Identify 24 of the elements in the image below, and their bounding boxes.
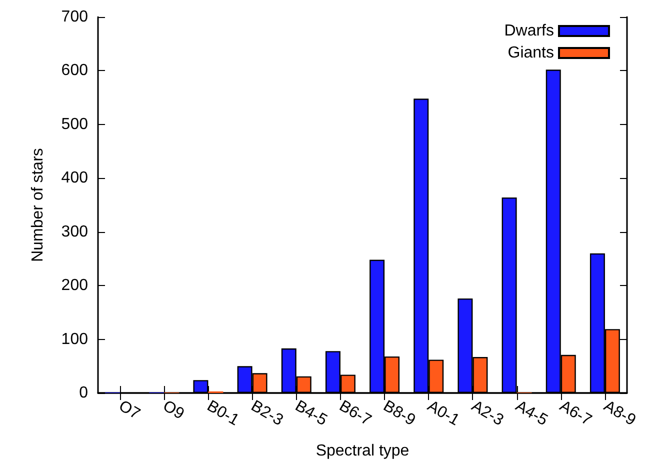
x-tick-label: B8-9 [380, 398, 418, 430]
y-tick-label: 200 [61, 277, 88, 294]
x-tick-label: B6-7 [336, 398, 374, 430]
x-tick-label: B0-1 [204, 398, 242, 430]
x-tick-label: B2-3 [248, 398, 286, 430]
y-tick-label: 0 [79, 384, 88, 402]
y-tick-label: 100 [61, 330, 88, 348]
y-tick-label: 300 [61, 223, 88, 240]
y-tick-label: 400 [61, 170, 88, 187]
x-tick-label: A2-3 [468, 398, 506, 430]
x-tick-label: A8-9 [600, 398, 639, 430]
x-tick-label: O7 [116, 398, 143, 424]
x-tick-label: O9 [160, 398, 187, 424]
x-axis-title: Spectral type [316, 442, 410, 460]
y-tick-label: 700 [61, 8, 88, 26]
y-tick-label: 600 [61, 62, 88, 80]
legend-label: Dwarfs [504, 22, 554, 40]
x-tick-label: A0-1 [424, 398, 462, 430]
y-axis-title: Number of stars [30, 148, 46, 262]
y-tick-label: 500 [61, 116, 88, 133]
x-tick-label: A4-5 [512, 398, 550, 430]
legend-label: Giants [508, 44, 554, 62]
x-tick-label: B4-5 [292, 398, 330, 430]
x-tick-label: A6-7 [556, 398, 594, 430]
